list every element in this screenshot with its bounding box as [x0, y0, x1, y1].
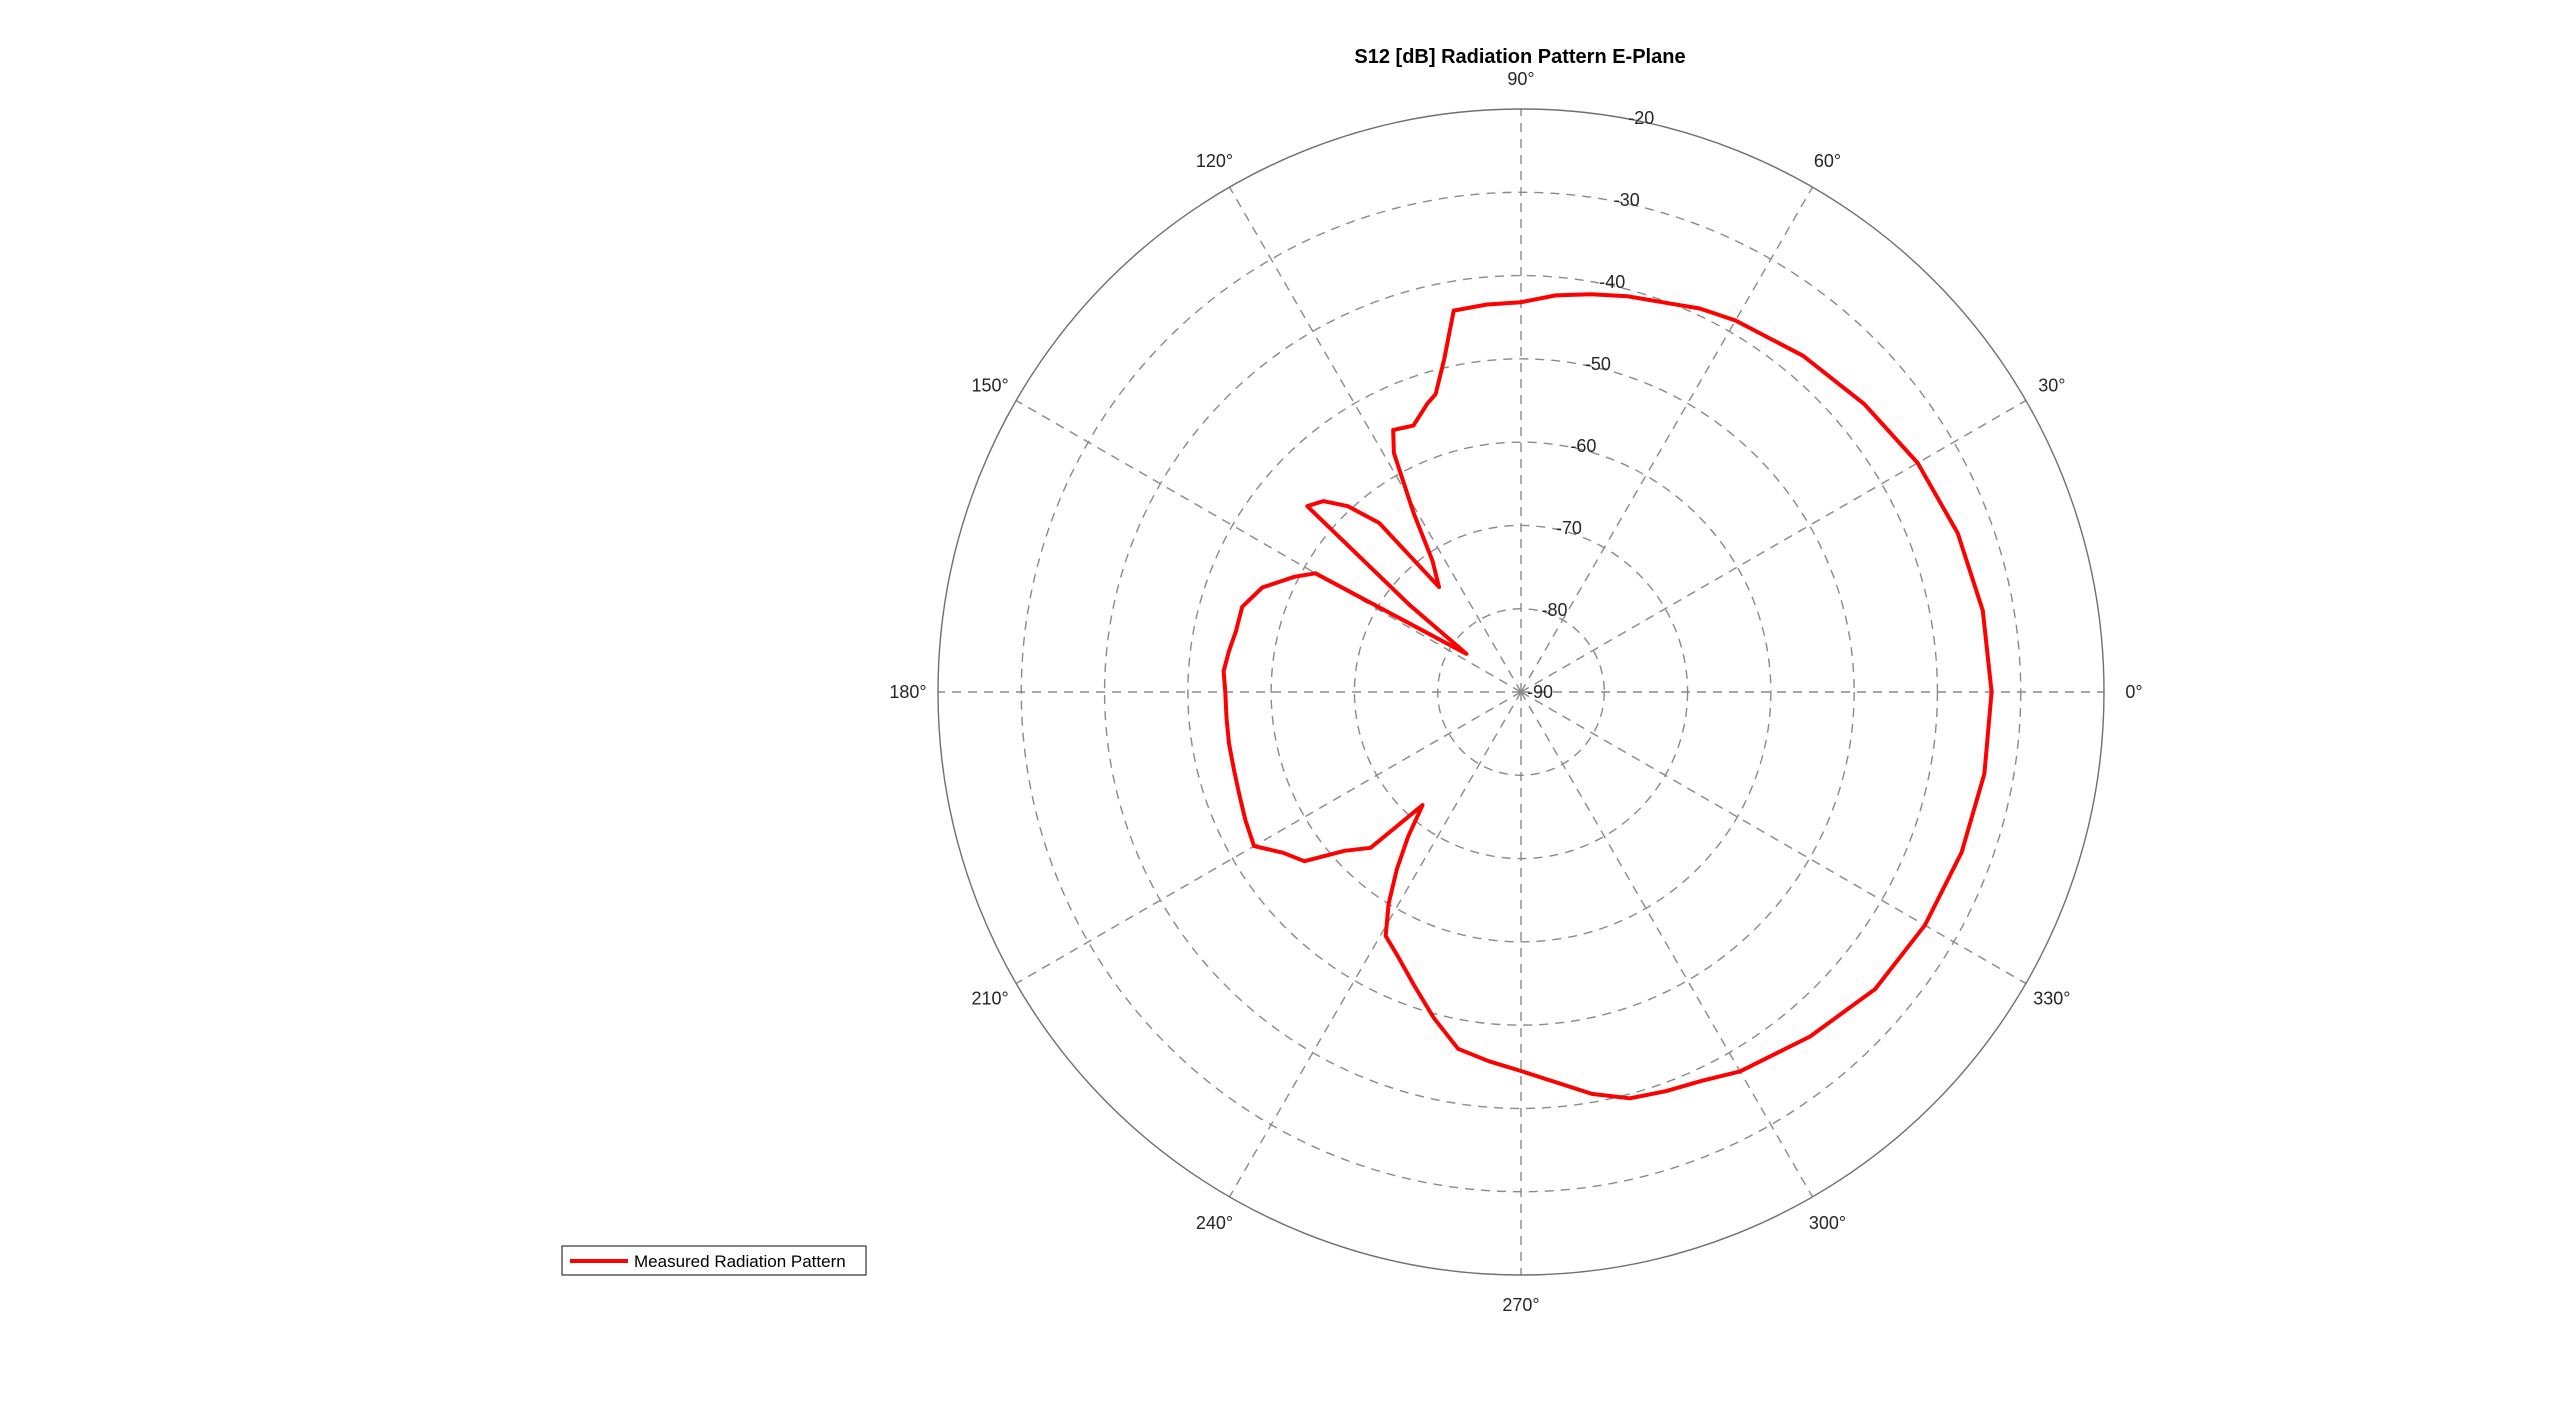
grid-ring-60: [1270, 441, 1772, 943]
angle-tick-150: 150°: [972, 376, 1009, 396]
angle-tick-240: 240°: [1196, 1213, 1233, 1233]
radius-tick-30: -30: [1614, 190, 1640, 210]
angle-tick-0: 0°: [2125, 682, 2142, 702]
grid-ring-30: [1020, 191, 2022, 1193]
series-line-measured-radiation-pattern: [1221, 292, 1994, 1101]
radius-tick-labels: -90 -80 -70 -60 -50 -40 -30 -20: [1527, 108, 1654, 702]
grid-ring-80: [1437, 608, 1605, 776]
radius-tick-90: -90: [1527, 682, 1553, 702]
radius-tick-20: -20: [1628, 108, 1654, 128]
angle-tick-330: 330°: [2033, 989, 2070, 1009]
polar-grid: [937, 108, 2105, 1276]
radius-tick-80: -80: [1541, 600, 1567, 620]
angle-tick-300: 300°: [1809, 1213, 1846, 1233]
angle-tick-120: 120°: [1196, 151, 1233, 171]
angle-tick-210: 210°: [972, 989, 1009, 1009]
grid-spoke-30: [1520, 399, 2027, 693]
radius-tick-50: -50: [1585, 354, 1611, 374]
grid-spoke-300: [1520, 691, 1814, 1198]
grid-spoke-330: [1520, 691, 2027, 985]
grid-spoke-150: [1015, 399, 1522, 693]
radius-tick-40: -40: [1599, 272, 1625, 292]
series-layer: [1221, 292, 1994, 1101]
angle-tick-270: 270°: [1502, 1295, 1539, 1315]
outer-ring: [937, 108, 2105, 1276]
grid-spoke-60: [1520, 186, 1814, 693]
grid-spoke-210: [1015, 691, 1522, 985]
legend: Measured Radiation Pattern: [561, 1245, 867, 1276]
radius-tick-60: -60: [1570, 436, 1596, 456]
angle-tick-30: 30°: [2038, 376, 2065, 396]
grid-spoke-240: [1228, 691, 1522, 1198]
grid-ring-70: [1353, 524, 1689, 860]
legend-entry-measured-radiation-pattern: Measured Radiation Pattern: [634, 1252, 846, 1271]
radius-tick-70: -70: [1556, 518, 1582, 538]
grid-spoke-120: [1228, 186, 1522, 693]
angle-tick-60: 60°: [1814, 151, 1841, 171]
angle-tick-90: 90°: [1507, 69, 1534, 89]
grid-ring-50: [1187, 358, 1855, 1026]
angle-tick-labels: 0° 30° 60° 90° 120° 150° 180° 210° 240° 270° 300° 3…: [889, 69, 2142, 1315]
chart-title: S12 [dB] Radiation Pattern E-Plane: [1354, 46, 1685, 68]
grid-ring-40: [1103, 274, 1939, 1110]
angle-tick-180: 180°: [889, 682, 926, 702]
